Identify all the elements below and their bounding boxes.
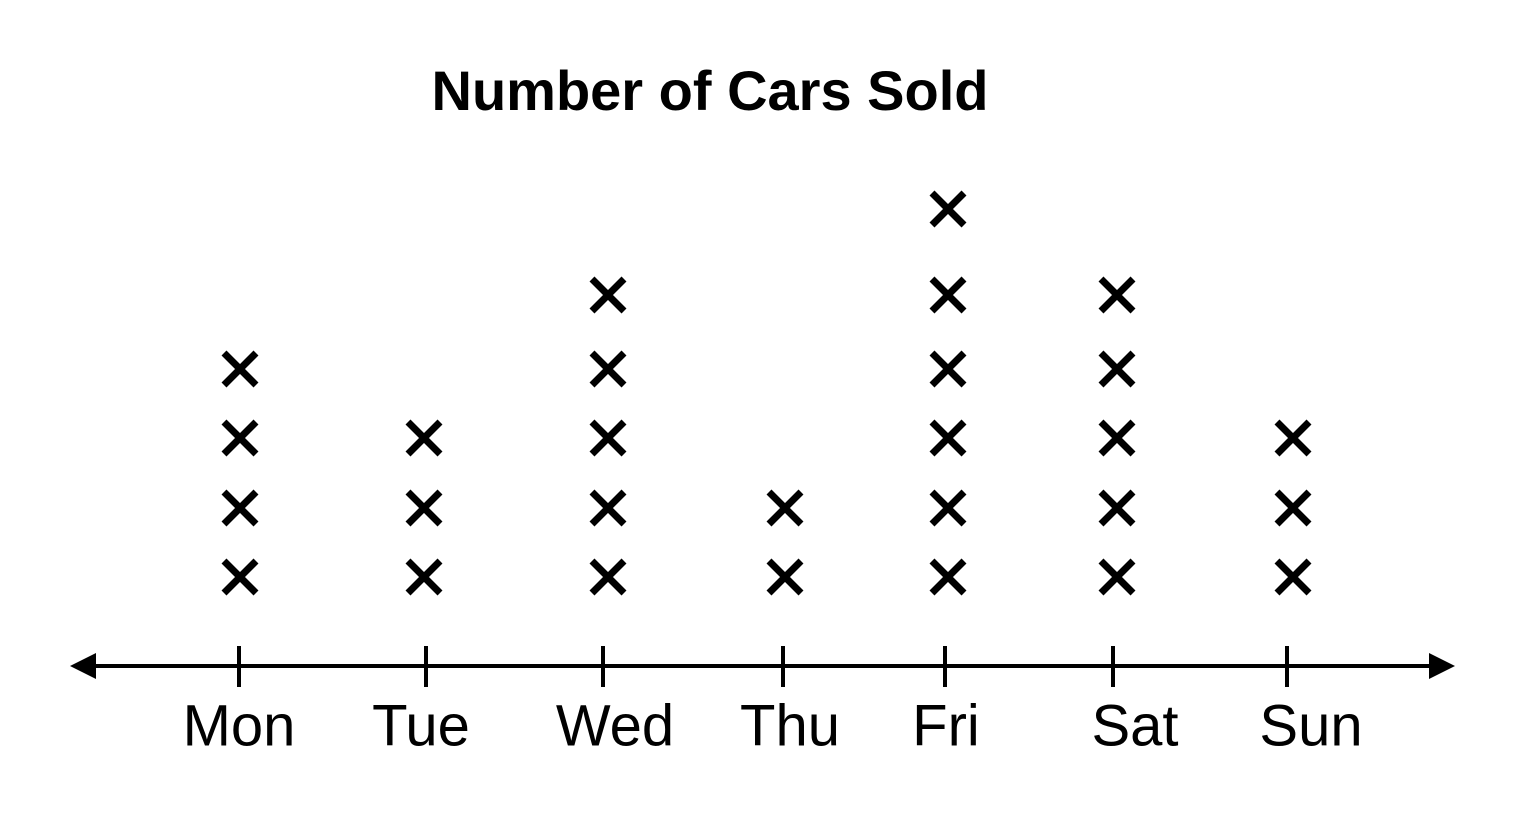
x-mark: [1098, 276, 1136, 314]
x-stack: [929, 190, 967, 596]
x-stack: [221, 350, 259, 596]
x-mark: [589, 489, 627, 527]
x-mark: [1098, 558, 1136, 596]
x-mark: [929, 419, 967, 457]
x-stack: [1098, 276, 1136, 596]
x-mark: [589, 558, 627, 596]
x-tick-label: Fri: [912, 693, 980, 758]
x-mark: [405, 419, 443, 457]
x-tick-label: Sat: [1091, 693, 1178, 758]
x-mark: [929, 350, 967, 388]
x-mark: [1274, 558, 1312, 596]
x-mark: [766, 558, 804, 596]
axis-arrow-left: [70, 653, 96, 679]
x-mark: [1274, 489, 1312, 527]
x-tick-label: Sun: [1259, 693, 1362, 758]
x-stack: [589, 276, 627, 596]
x-stack: [766, 489, 804, 596]
x-stack: [405, 419, 443, 596]
x-mark: [405, 558, 443, 596]
x-mark: [929, 558, 967, 596]
x-tick-label: Tue: [372, 693, 470, 758]
x-mark: [1274, 419, 1312, 457]
x-mark: [929, 489, 967, 527]
x-tick-label: Mon: [183, 693, 296, 758]
x-mark: [1098, 489, 1136, 527]
x-mark: [929, 276, 967, 314]
x-tick-label: Wed: [556, 693, 674, 758]
x-stack: [1274, 419, 1312, 596]
x-mark: [766, 489, 804, 527]
x-mark: [221, 419, 259, 457]
x-mark: [589, 276, 627, 314]
x-mark: [221, 350, 259, 388]
axis-arrow-right: [1429, 653, 1455, 679]
x-mark: [589, 350, 627, 388]
x-tick-label: Thu: [740, 693, 840, 758]
x-mark: [589, 419, 627, 457]
x-mark: [1098, 350, 1136, 388]
x-mark: [221, 558, 259, 596]
x-mark: [405, 489, 443, 527]
x-mark: [221, 489, 259, 527]
chart-title: Number of Cars Sold: [432, 59, 989, 122]
x-mark: [1098, 419, 1136, 457]
x-mark: [929, 190, 967, 228]
